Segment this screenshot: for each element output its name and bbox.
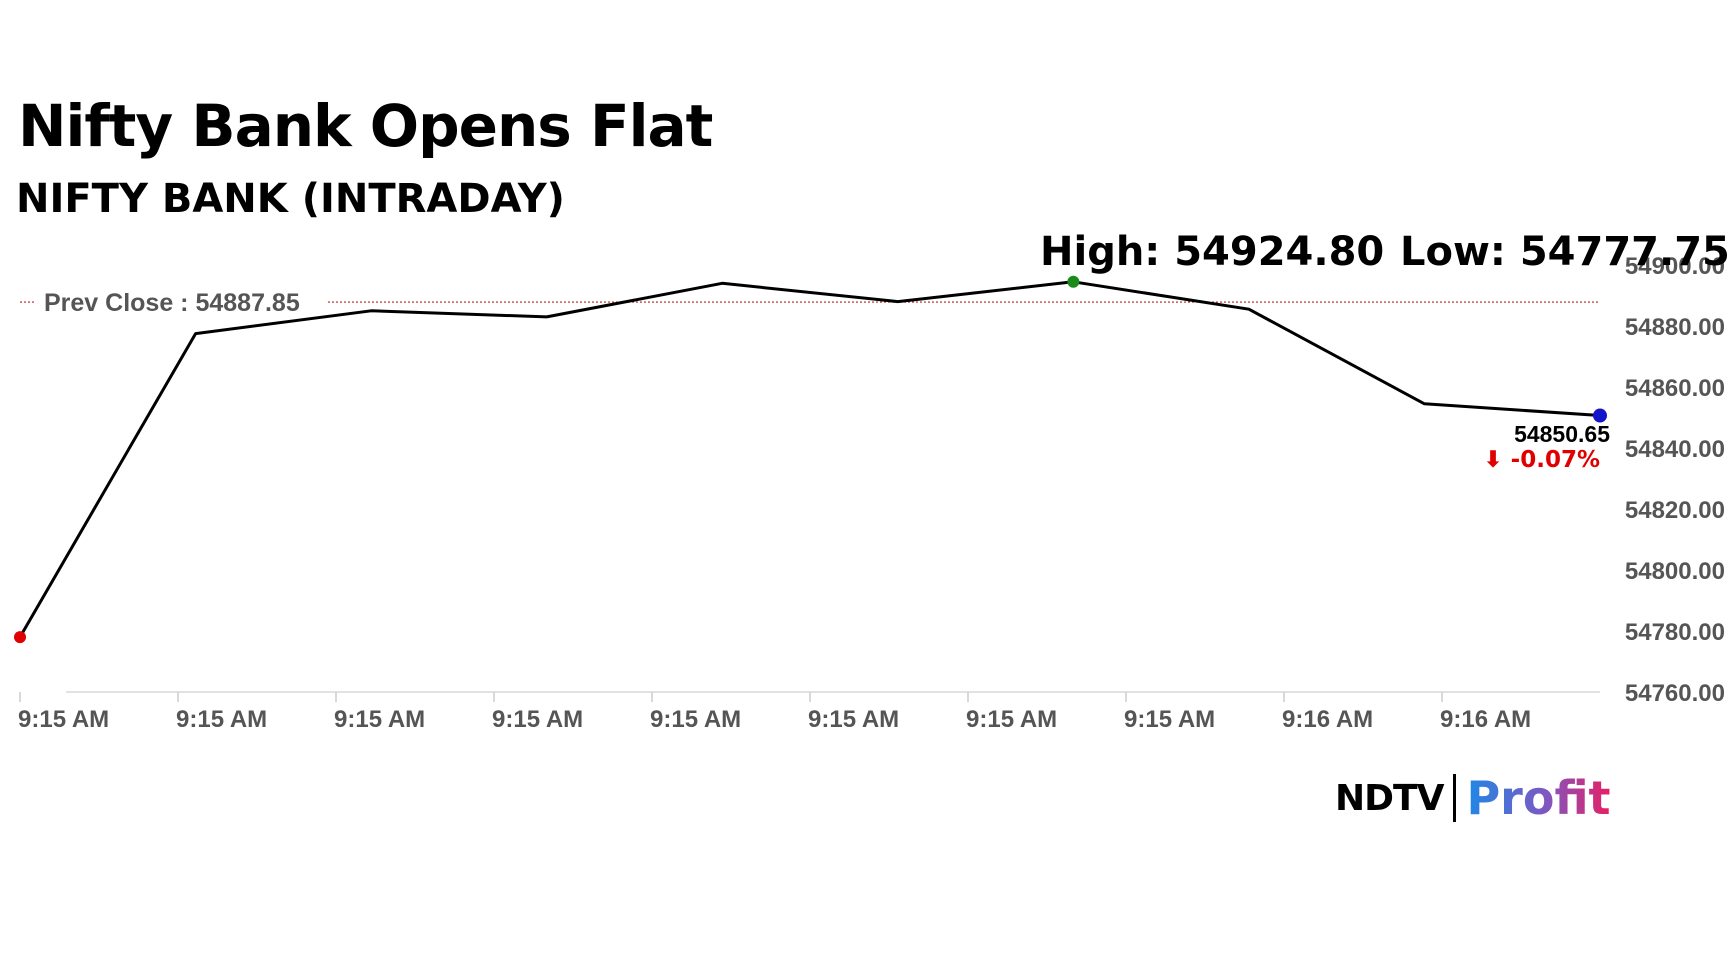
x-tick-label: 9:15 AM xyxy=(492,706,583,733)
low-label: Low: 54777.75 xyxy=(1400,229,1728,275)
x-tick-label: 9:16 AM xyxy=(1282,706,1373,733)
x-tick-label: 9:15 AM xyxy=(1124,706,1215,733)
last-point-marker xyxy=(1593,408,1607,423)
ndtv-profit-logo: NDTV Profit xyxy=(1335,770,1611,826)
x-tick-label: 9:15 AM xyxy=(966,706,1057,733)
x-tick-label: 9:15 AM xyxy=(650,706,741,733)
y-tick-label: 54780.00 xyxy=(1625,619,1725,646)
y-tick-label: 54840.00 xyxy=(1625,436,1725,463)
logo-profit-text: Profit xyxy=(1466,771,1611,825)
y-tick-label: 54760.00 xyxy=(1625,680,1725,707)
logo-ndtv-text: NDTV xyxy=(1335,777,1444,819)
prev-close-label-bg xyxy=(36,282,328,317)
chart-subtitle: NIFTY BANK (INTRADAY) xyxy=(16,176,565,222)
high-point-marker xyxy=(1067,275,1080,288)
price-line xyxy=(18,280,1601,638)
x-tick-label: 9:15 AM xyxy=(18,706,109,733)
x-tick-label: 9:15 AM xyxy=(176,706,267,733)
change-label: ⬇ -0.07% xyxy=(1483,447,1600,473)
y-tick-label: 54820.00 xyxy=(1625,497,1725,524)
x-tick-label: 9:15 AM xyxy=(808,706,899,733)
logo-divider xyxy=(1453,774,1457,822)
prev-close-label: Prev Close : 54887.85 xyxy=(44,289,300,317)
y-tick-label: 54900.00 xyxy=(1625,253,1725,280)
high-label: High: 54924.80 xyxy=(1040,229,1384,275)
chart-title: Nifty Bank Opens Flat xyxy=(18,92,713,160)
x-tick-label: 9:16 AM xyxy=(1440,706,1531,733)
y-tick-label: 54860.00 xyxy=(1625,375,1725,402)
x-tick-label: 9:15 AM xyxy=(334,706,425,733)
start-point-marker xyxy=(14,631,26,644)
last-value-label: 54850.65 xyxy=(1514,421,1610,447)
y-tick-label: 54880.00 xyxy=(1625,314,1725,341)
y-tick-label: 54800.00 xyxy=(1625,558,1725,585)
